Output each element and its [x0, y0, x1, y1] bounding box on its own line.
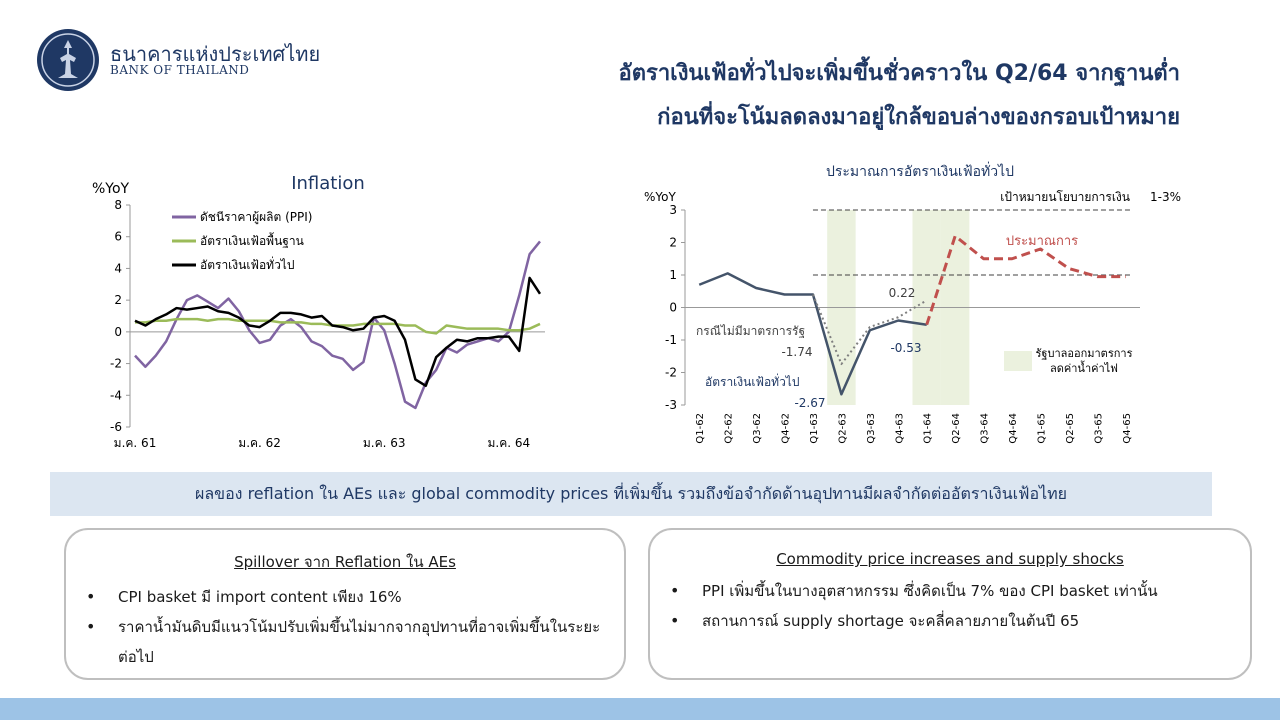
- chart2-ytick-label: 2: [669, 236, 677, 250]
- chart2-annotation-267: -2.67: [794, 396, 825, 410]
- chart2-series-line-3: [925, 234, 1126, 326]
- chart2-xtick-label: Q3-62: [752, 413, 763, 444]
- chart2-xtick-label: Q1-64: [923, 413, 934, 444]
- chart2-target-label: เป้าหมายนโยบายการเงิน: [1000, 190, 1130, 204]
- chart1-xtick-label: ม.ค. 61: [114, 436, 157, 450]
- org-name-th: ธนาคารแห่งประเทศไทย: [110, 42, 321, 66]
- chart2-xtick-label: Q4-63: [894, 413, 905, 444]
- chart2-ytick-label: -2: [665, 366, 677, 380]
- chart2-shade-legend-swatch: [1004, 351, 1032, 371]
- chart2-xtick-label: Q4-62: [781, 413, 792, 444]
- chart2-series-line-2: [812, 294, 928, 366]
- commodity-item-2: สถานการณ์ supply shortage จะคลี่คลายภายใ…: [670, 606, 1230, 636]
- chart2-shade-legend-line2: ลดค่าน้ำค่าไฟ: [1050, 360, 1118, 375]
- chart1-title: Inflation: [291, 173, 365, 194]
- chart2-xtick-label: Q1-65: [1036, 413, 1047, 444]
- chart2-ylabel: %YoY: [644, 190, 676, 204]
- spillover-list: CPI basket มี import content เพียง 16% ร…: [66, 582, 624, 672]
- commodity-item-1: PPI เพิ่มขึ้นในบางอุตสาหกรรม ซึ่งคิดเป็น…: [670, 576, 1230, 606]
- page-title-line-2: ก่อนที่จะโน้มลดลงมาอยู่ใกล้ขอบล่างของกรอ…: [657, 105, 1180, 130]
- chart1-xtick-label: ม.ค. 62: [238, 436, 281, 450]
- commodity-box: Commodity price increases and supply sho…: [648, 528, 1252, 680]
- chart1-ytick-label: 2: [114, 293, 122, 307]
- chart1-ytick-label: -2: [110, 357, 122, 371]
- chart1-series-line-1: [134, 240, 541, 410]
- inflation-forecast-chart: ประมาณการอัตราเงินเฟ้อทั่วไป%YoY-3-2-101…: [644, 162, 1181, 444]
- chart2-ytick-label: 0: [669, 301, 677, 315]
- chart2-shade-legend-line1: รัฐบาลออกมาตรการ: [1036, 347, 1133, 360]
- chart2-ytick-label: -3: [665, 398, 677, 412]
- spillover-item-1: CPI basket มี import content เพียง 16%: [86, 582, 604, 612]
- summary-banner: ผลของ reflation ใน AEs และ global commod…: [50, 472, 1212, 516]
- chart2-xtick-label: Q1-63: [809, 413, 820, 444]
- bank-of-thailand-emblem-icon: [37, 29, 99, 91]
- chart2-xtick-label: Q3-63: [866, 413, 877, 444]
- chart2-xtick-label: Q3-65: [1093, 413, 1104, 444]
- chart2-xtick-label: Q2-64: [951, 413, 962, 444]
- chart1-ytick-label: 8: [114, 198, 122, 212]
- spillover-box-title: Spillover จาก Reflation ใน AEs: [234, 553, 456, 571]
- chart2-headline-label: อัตราเงินเฟ้อทั่วไป: [705, 373, 799, 389]
- chart2-xtick-label: Q1-62: [695, 413, 706, 444]
- inflation-chart: Inflation %YoY -6 -4 -2 0 2 4 6 8 ม.ค. 61 ม.ค. 62 ม.…: [92, 173, 545, 450]
- chart2-forecast-label: ประมาณการ: [1006, 234, 1078, 249]
- commodity-list: PPI เพิ่มขึ้นในบางอุตสาหกรรม ซึ่งคิดเป็น…: [650, 576, 1250, 636]
- chart1-ytick-label: 6: [114, 230, 122, 244]
- chart2-ytick-label: -1: [665, 333, 677, 347]
- chart1-series-line-3: [134, 276, 542, 388]
- footer-bar: [0, 698, 1280, 720]
- chart2-annotation-174: -1.74: [781, 345, 812, 359]
- chart1-xtick-label: ม.ค. 63: [363, 436, 406, 450]
- chart2-xtick-label: Q2-63: [837, 413, 848, 444]
- chart2-target-range: 1-3%: [1150, 190, 1181, 204]
- chart2-ytick-label: 1: [669, 268, 677, 282]
- commodity-box-title: Commodity price increases and supply sho…: [776, 550, 1124, 568]
- chart2-annotation-022: 0.22: [889, 286, 916, 300]
- chart1-ytick-label: -6: [110, 420, 122, 434]
- chart1-ylabel: %YoY: [92, 181, 130, 197]
- chart2-xtick-label: Q4-65: [1122, 413, 1133, 444]
- page-title: อัตราเงินเฟ้อทั่วไปจะเพิ่มขึ้นชั่วคราวใน…: [619, 52, 1181, 140]
- chart2-xtick-label: Q3-64: [980, 413, 991, 444]
- chart1-legend-label: ดัชนีราคาผู้ผลิต (PPI): [200, 210, 313, 225]
- chart1-xtick-label: ม.ค. 64: [488, 436, 531, 450]
- chart2-no-measure-label: กรณีไม่มีมาตรการรัฐ: [696, 324, 805, 338]
- chart1-ytick-label: 4: [114, 261, 122, 275]
- spillover-box: Spillover จาก Reflation ใน AEs CPI baske…: [64, 528, 626, 680]
- chart1-ytick-label: -4: [110, 388, 122, 402]
- chart2-title: ประมาณการอัตราเงินเฟ้อทั่วไป: [826, 162, 1014, 180]
- page-title-line-1: อัตราเงินเฟ้อทั่วไปจะเพิ่มขึ้นชั่วคราวใน…: [618, 61, 1181, 86]
- org-name-en: BANK OF THAILAND: [110, 63, 250, 77]
- chart2-annotation-053: -0.53: [890, 341, 921, 355]
- chart1-legend-label: อัตราเงินเฟ้อพื้นฐาน: [200, 232, 304, 248]
- chart2-ytick-label: 3: [669, 203, 677, 217]
- summary-banner-text: ผลของ reflation ใน AEs และ global commod…: [194, 483, 1068, 503]
- chart2-xtick-label: Q2-62: [724, 413, 735, 444]
- chart2-xtick-label: Q2-65: [1065, 413, 1076, 444]
- chart1-legend-label: อัตราเงินเฟ้อทั่วไป: [200, 256, 294, 272]
- chart1-ytick-label: 0: [114, 325, 122, 339]
- spillover-item-2: ราคาน้ำมันดิบมีแนวโน้มปรับเพิ่มขึ้นไม่มา…: [86, 612, 604, 672]
- chart2-xtick-label: Q4-64: [1008, 413, 1019, 444]
